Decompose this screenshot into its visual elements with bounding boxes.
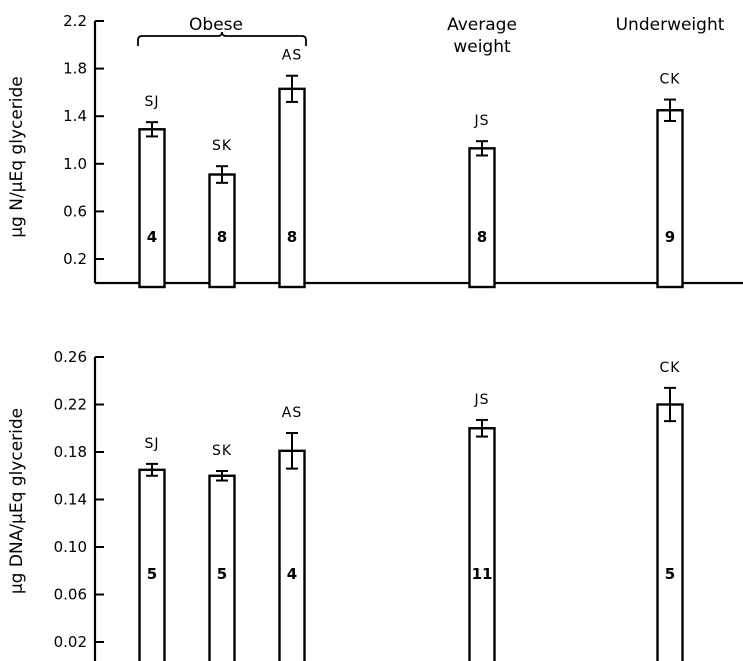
bar-n-ck: 9 (665, 228, 675, 246)
chart-panel-dna: 0.02 0.06 0.10 0.14 0.18 0.22 0.26 µg DNA/µEq g… (7, 348, 684, 661)
y-tick-label: 0.22 (54, 396, 87, 414)
y-tick-label: 1.8 (63, 60, 87, 78)
bar-js (468, 427, 496, 661)
y-tick-label: 0.2 (63, 250, 87, 268)
chart-panel-nitrogen: 0.2 0.6 1.0 1.4 1.8 2.2 µg N/µEq glyceride SJ 4 S… (7, 12, 743, 289)
bar-n-sj: 4 (147, 228, 157, 246)
bar-label-sj: SJ (144, 94, 159, 110)
bar-label-sk: SK (212, 443, 232, 459)
bar-as (278, 87, 306, 289)
bar-label-ck: CK (660, 360, 681, 376)
bar-js (468, 147, 496, 289)
bar-sj (138, 128, 166, 289)
bar-label-as: AS (282, 405, 302, 421)
bar-n-sj: 5 (147, 565, 157, 583)
y-tick-label: 0.18 (54, 443, 87, 461)
bar-n-as: 8 (287, 228, 297, 246)
bar-sk (208, 173, 236, 289)
bar-label-sj: SJ (144, 436, 159, 452)
bar-label-js: JS (473, 392, 489, 408)
y-axis-title: µg N/µEq glyceride (7, 76, 27, 238)
y-tick-label: 2.2 (63, 12, 87, 30)
bar-n-as: 4 (287, 565, 297, 583)
bar-sk (208, 474, 236, 661)
y-tick-label: 0.6 (63, 202, 87, 220)
bar-ck (656, 109, 684, 289)
bar-n-sk: 5 (217, 565, 227, 583)
y-tick-label: 1.0 (63, 155, 87, 173)
bar-label-ck: CK (660, 72, 681, 88)
bar-n-sk: 8 (217, 228, 227, 246)
bar-n-js: 11 (472, 565, 493, 583)
group-label-average-line1: Average (447, 15, 517, 35)
y-tick-label: 0.14 (54, 491, 87, 509)
group-label-underweight: Underweight (616, 15, 725, 35)
group-label-average-line2: weight (453, 37, 511, 57)
y-axis-title: µg DNA/µEq glyceride (7, 408, 27, 594)
group-label-obese: Obese (189, 15, 243, 35)
bar-as (278, 449, 306, 661)
y-tick-label: 0.02 (54, 633, 87, 651)
y-tick-label: 0.10 (54, 538, 87, 556)
bar-label-sk: SK (212, 138, 232, 154)
y-tick-label: 1.4 (63, 107, 87, 125)
bar-n-js: 8 (477, 228, 487, 246)
bar-n-ck: 5 (665, 565, 675, 583)
bar-label-as: AS (282, 48, 302, 64)
bar-ck (656, 403, 684, 661)
y-tick-label: 0.06 (54, 586, 87, 604)
obese-brace (137, 31, 307, 46)
y-tick-label: 0.26 (54, 348, 87, 366)
bar-label-js: JS (473, 113, 489, 129)
